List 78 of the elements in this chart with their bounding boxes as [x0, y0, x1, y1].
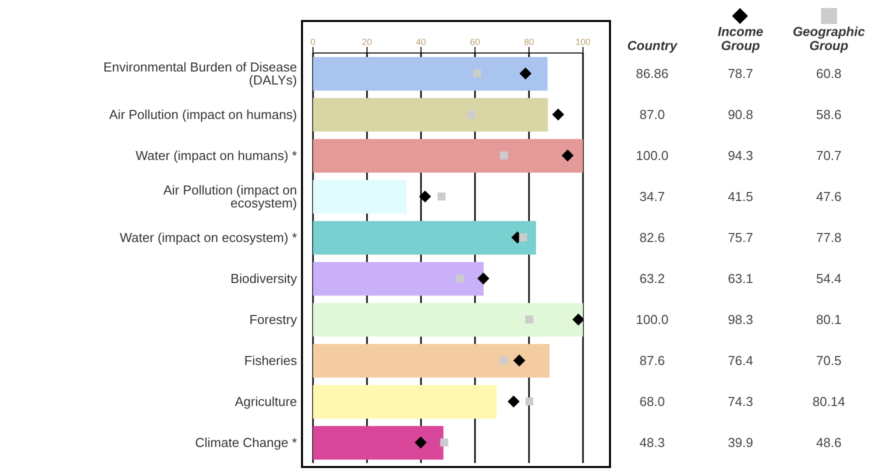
point — [525, 398, 534, 406]
data-label: 87.6 — [638, 353, 666, 368]
data-label: 80.1 — [815, 312, 842, 327]
x-tick-label: 80 — [524, 37, 534, 47]
point — [500, 152, 508, 160]
y-tick-label: Air Pollution (impact on humans) — [109, 107, 297, 122]
bar — [313, 303, 583, 337]
point — [552, 108, 564, 120]
point — [508, 396, 520, 408]
point — [477, 272, 490, 284]
data-label: 58.6 — [815, 107, 842, 122]
data-label: 100.0 — [634, 148, 670, 163]
legend-label: Income Group — [716, 24, 764, 53]
data-label: 60.8 — [815, 66, 842, 81]
data-label: 34.7 — [638, 189, 666, 204]
point — [414, 436, 427, 448]
bar — [313, 426, 444, 460]
point — [438, 192, 446, 200]
x-tick-label: 20 — [362, 37, 372, 47]
data-label: 39.9 — [726, 435, 754, 450]
bar — [313, 98, 548, 132]
data-label: 98.3 — [726, 312, 754, 327]
data-label: 74.3 — [726, 394, 754, 409]
y-tick-label: Biodiversity — [230, 271, 298, 286]
point — [499, 356, 508, 364]
data-label: 70.7 — [815, 148, 842, 163]
x-tick-label: 100 — [575, 37, 591, 47]
point — [562, 150, 574, 162]
y-tick-label: Fisheries — [244, 353, 298, 368]
data-label: 82.6 — [638, 230, 666, 245]
data-label: 90.8 — [726, 107, 754, 122]
point — [456, 274, 464, 282]
point — [519, 234, 528, 242]
bar — [313, 139, 583, 173]
data-label: 87.0 — [638, 107, 666, 122]
y-tick-label: Climate Change * — [195, 435, 297, 450]
point — [519, 68, 532, 80]
y-tick-label: Air Pollution (impact on ecosystem) — [163, 182, 297, 211]
data-label: 94.3 — [726, 148, 754, 163]
x-tick-label: 40 — [416, 37, 426, 47]
data-label: 63.2 — [638, 271, 666, 286]
data-label: 68.0 — [638, 394, 666, 409]
data-label: 48.6 — [815, 435, 842, 450]
data-label: 100.0 — [634, 312, 670, 327]
data-label: 86.86 — [634, 66, 670, 81]
data-label: 76.4 — [726, 353, 754, 368]
y-tick-label: Forestry — [249, 312, 298, 328]
data-label: 54.4 — [815, 271, 842, 286]
x-tick-label: 0 — [310, 37, 316, 47]
bar — [313, 262, 484, 296]
bar — [313, 180, 407, 214]
data-label: 75.7 — [726, 230, 754, 245]
y-tick-label: Water (impact on humans) * — [136, 148, 297, 164]
data-label: 47.6 — [815, 189, 842, 204]
data-label: 48.3 — [638, 435, 666, 450]
point — [467, 110, 476, 118]
y-tick-label: Agriculture — [234, 394, 297, 410]
bar — [313, 344, 550, 378]
point — [473, 70, 482, 78]
data-label: 41.5 — [726, 189, 754, 204]
data-label: 80.14 — [812, 394, 846, 409]
bar — [313, 221, 536, 255]
point — [440, 438, 448, 446]
data-label: 70.5 — [815, 353, 842, 368]
text: Country — [626, 38, 678, 53]
x-tick-label: 60 — [470, 37, 480, 47]
bar — [313, 385, 497, 419]
point — [513, 354, 526, 366]
point — [525, 316, 534, 324]
point — [572, 314, 583, 326]
legend-label: Geographic Group — [792, 24, 866, 53]
data-label: 63.1 — [726, 271, 754, 286]
data-label: 77.8 — [815, 230, 842, 245]
y-tick-label: Water (impact on ecosystem) * — [120, 230, 297, 246]
data-label: 78.7 — [726, 66, 754, 81]
bar — [313, 57, 548, 91]
point — [419, 190, 432, 202]
y-tick-label: Environmental Burden of Disease (DALYs) — [103, 60, 297, 88]
